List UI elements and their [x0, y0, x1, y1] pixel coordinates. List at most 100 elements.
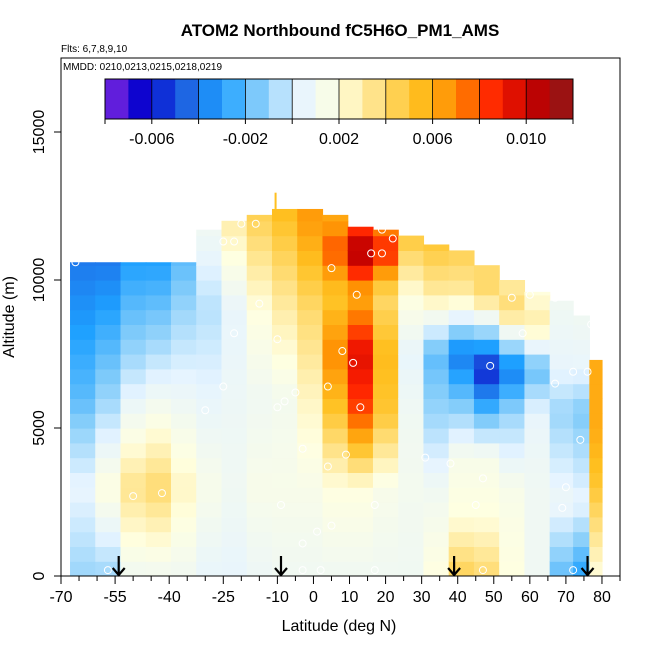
- heatmap-cell: [171, 413, 197, 429]
- observation-marker: [230, 237, 239, 246]
- heatmap-cell: [473, 531, 500, 547]
- heatmap-cell: [297, 324, 324, 340]
- heatmap-cell: [372, 229, 399, 237]
- heatmap-cell: [423, 250, 450, 266]
- heatmap-cell: [549, 502, 574, 518]
- heatmap-cell: [499, 398, 526, 414]
- heatmap-cell: [95, 383, 122, 399]
- heatmap-cell: [499, 294, 526, 311]
- heatmap-cell: [120, 265, 147, 281]
- heatmap-cell: [448, 487, 475, 503]
- heatmap-cell: [196, 487, 223, 503]
- heatmap-cell: [549, 487, 574, 503]
- heatmap-cell: [499, 309, 526, 325]
- heatmap-cell: [448, 280, 475, 296]
- heatmap-cell: [171, 309, 197, 325]
- observation-marker: [291, 388, 300, 397]
- heatmap-cell: [322, 214, 349, 222]
- heatmap-cell: [347, 354, 374, 370]
- heatmap-cell: [573, 546, 590, 562]
- heatmap-cell: [524, 457, 551, 473]
- heatmap-cell: [246, 428, 273, 444]
- heatmap-cell: [322, 442, 349, 459]
- observation-marker: [561, 483, 570, 492]
- heatmap-cell: [573, 428, 590, 444]
- colorbar-segment: [502, 79, 527, 119]
- heatmap-cell: [448, 368, 475, 385]
- heatmap-cell: [499, 324, 526, 340]
- heatmap-cell: [398, 354, 425, 370]
- heatmap-cell: [372, 280, 399, 296]
- heatmap-cell: [246, 487, 273, 503]
- heatmap-cell: [271, 442, 298, 459]
- heatmap-cell: [221, 383, 248, 399]
- heatmap-cell: [524, 472, 551, 488]
- heatmap-cell: [322, 428, 349, 444]
- heatmap-cell: [573, 324, 590, 340]
- observation-marker: [219, 237, 228, 246]
- heatmap-cell: [549, 428, 574, 444]
- heatmap-cell: [271, 472, 298, 488]
- heatmap-cell: [473, 280, 500, 296]
- heatmap-cell: [171, 368, 197, 385]
- heatmap-cell: [524, 368, 551, 385]
- heatmap-cell: [322, 398, 349, 414]
- heatmap-cell: [499, 457, 526, 473]
- heatmap-cell: [196, 265, 223, 281]
- heatmap-cell: [221, 398, 248, 414]
- colorbar-segment: [222, 79, 246, 119]
- heatmap-cell: [145, 309, 172, 325]
- heatmap-cell: [145, 383, 172, 399]
- heatmap-cell: [297, 561, 324, 576]
- heatmap-cell: [372, 398, 399, 414]
- heatmap-cell: [372, 383, 399, 399]
- heatmap-cell: [70, 546, 96, 562]
- heatmap-cell: [372, 457, 399, 473]
- heatmap-cell: [423, 472, 450, 488]
- heatmap-cell: [573, 502, 590, 518]
- heatmap-cell: [246, 531, 273, 547]
- observation-marker: [471, 500, 480, 509]
- colorbar-segment: [409, 79, 434, 119]
- heatmap-cell: [372, 531, 399, 547]
- heatmap-cell: [95, 487, 122, 503]
- heatmap-cell: [499, 354, 526, 370]
- heatmap-cell: [271, 546, 298, 562]
- colorbar: -0.006 -0.002 0.002 0.006 0.010: [104, 78, 574, 148]
- heatmap-cell: [95, 368, 122, 385]
- observation-marker: [338, 347, 347, 356]
- heatmap-cell: [322, 324, 349, 340]
- heatmap-cell: [271, 413, 298, 429]
- heatmap-cell: [322, 472, 349, 488]
- heatmap-cell: [423, 561, 450, 576]
- heatmap-cell: [524, 516, 551, 533]
- heatmap-cell: [271, 516, 298, 533]
- heatmap-cell: [372, 294, 399, 311]
- heatmap-cell: [70, 324, 96, 340]
- observation-marker: [327, 521, 336, 530]
- heatmap-cell: [398, 428, 425, 444]
- heatmap-cell: [589, 383, 603, 399]
- heatmap-cell: [70, 457, 96, 473]
- heatmap-cell: [297, 457, 324, 473]
- observation-marker: [576, 435, 585, 444]
- heatmap-cell: [70, 383, 96, 399]
- heatmap-cell: [398, 502, 425, 518]
- heatmap-cell: [524, 546, 551, 562]
- observation-marker: [551, 293, 560, 302]
- heatmap-cell: [347, 250, 374, 266]
- heatmap-cell: [573, 457, 590, 473]
- heatmap-cell: [145, 516, 172, 533]
- heatmap-cell: [246, 220, 273, 237]
- heatmap-cell: [372, 324, 399, 340]
- heatmap-cell: [246, 442, 273, 459]
- heatmap-cell: [95, 472, 122, 488]
- heatmap-cell: [589, 368, 603, 385]
- heatmap-cell: [196, 413, 223, 429]
- observation-marker: [327, 264, 336, 273]
- heatmap-cell: [448, 383, 475, 399]
- colorbar-tick-label: 0.006: [413, 131, 453, 148]
- heatmap-cell: [70, 262, 96, 266]
- heatmap-cell: [322, 294, 349, 311]
- x-tick-label: -40: [158, 589, 181, 606]
